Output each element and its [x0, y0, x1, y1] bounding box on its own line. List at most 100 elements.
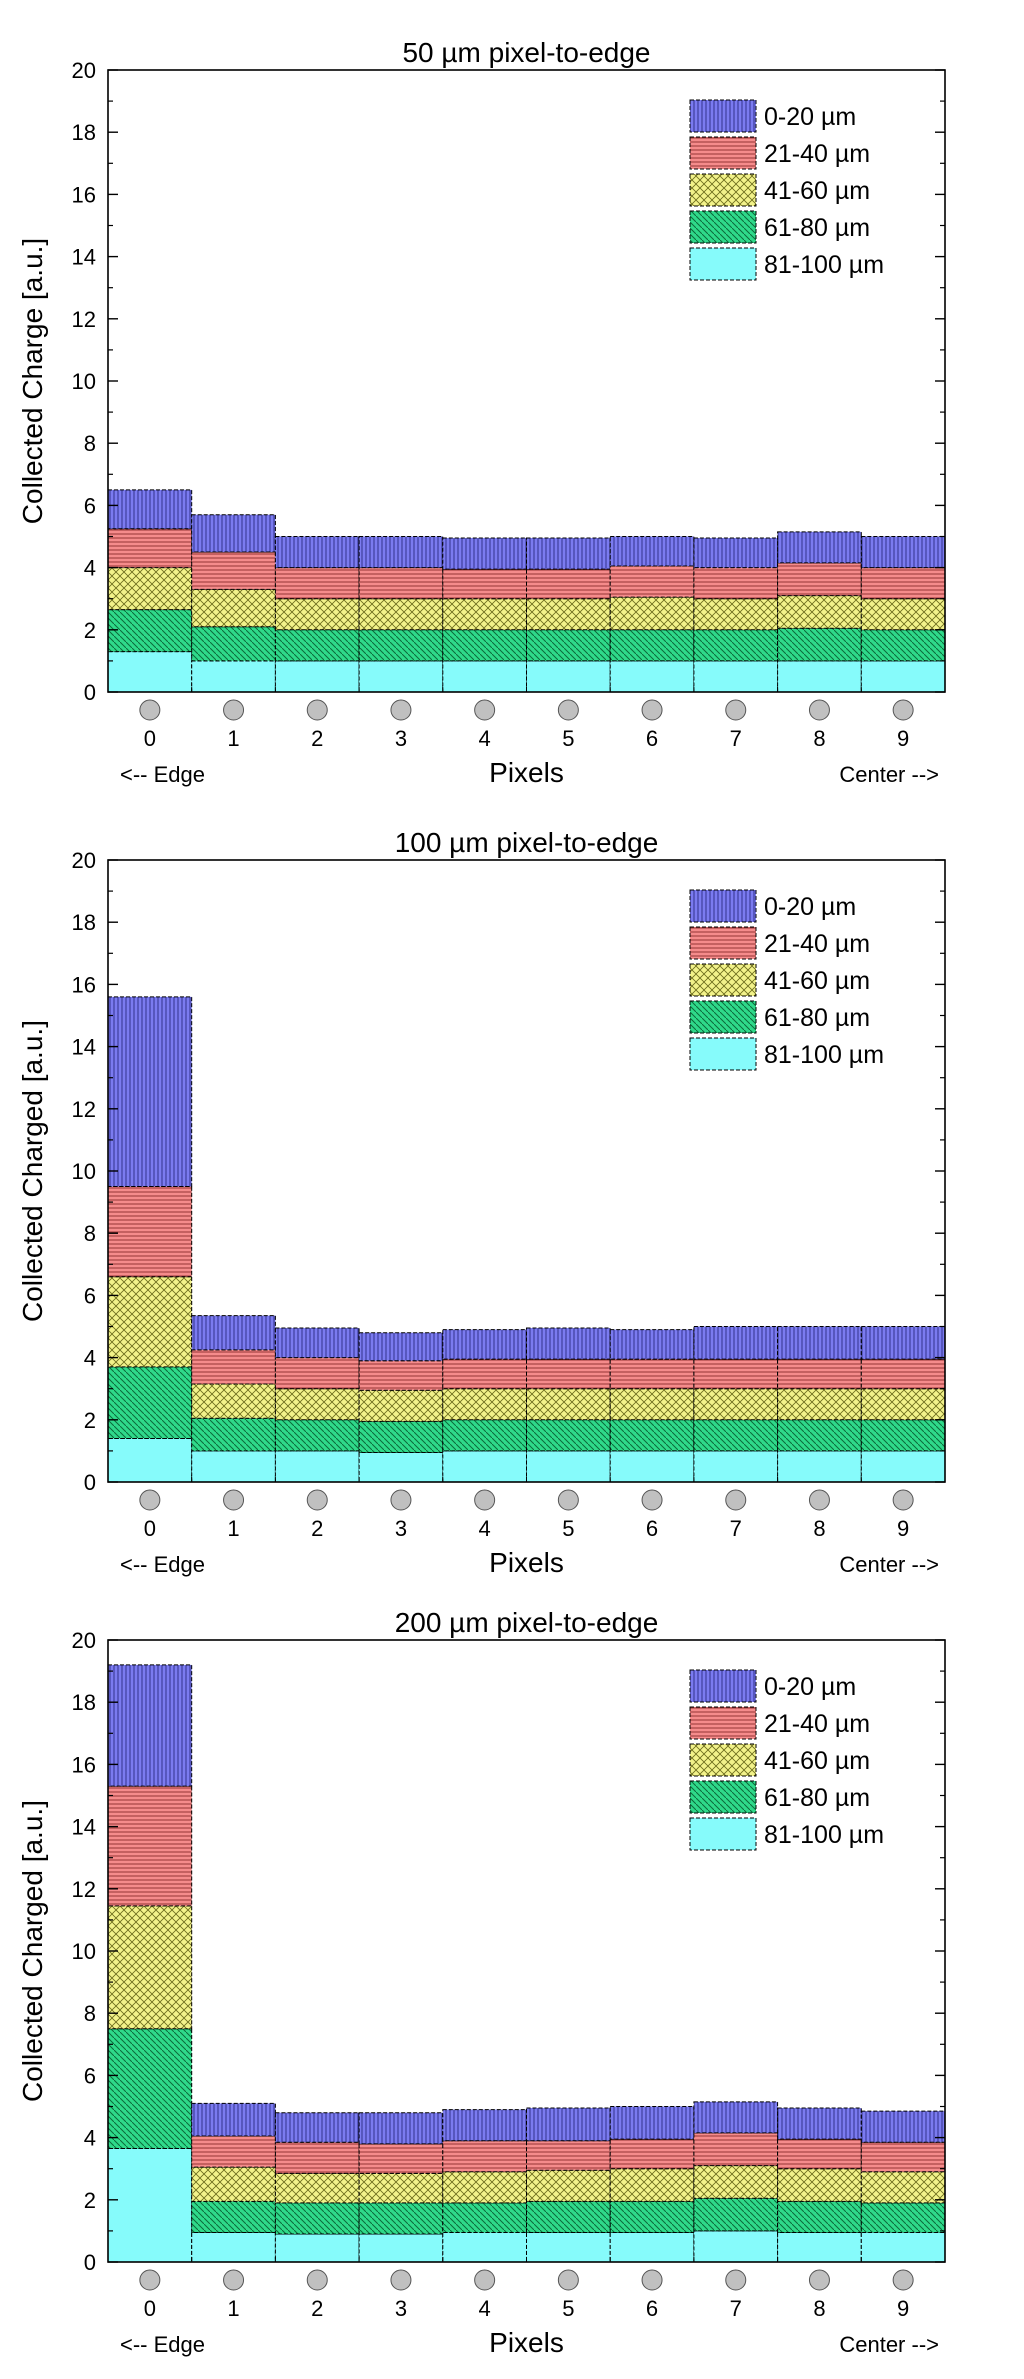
legend-label: 0-20 µm [764, 103, 856, 131]
bar-segment [442, 2231, 527, 2263]
bar-segment [274, 2202, 360, 2235]
bar-segment [860, 2202, 946, 2233]
bar-segment [526, 660, 611, 693]
bar-segment [777, 1326, 862, 1360]
bar-segment [526, 2169, 611, 2202]
bar-segment [358, 1332, 444, 1362]
x-tick-label: 2 [311, 2296, 323, 2321]
legend-swatch [689, 136, 757, 170]
bar-segment [442, 1450, 527, 1483]
bar-segment [191, 588, 276, 628]
y-tick-label: 20 [72, 58, 96, 83]
pixel-marker [223, 699, 245, 721]
y-tick-label: 0 [84, 2250, 96, 2275]
pixel-marker [390, 699, 412, 721]
bar-segment [609, 1329, 695, 1360]
chart-panel-50um: 50 µm pixel-to-edge 0 2 4 6 8 10 12 14 16 18 20 0 1 2 3… [0, 0, 1024, 790]
x-tick-label: 6 [646, 2296, 658, 2321]
bar-segment [777, 595, 862, 629]
y-tick-label: 0 [84, 680, 96, 705]
bar-segment [107, 2028, 193, 2149]
bar-segment [777, 660, 862, 693]
pixel-marker [557, 1489, 579, 1511]
bar-segment [358, 567, 444, 600]
bar-segment [358, 660, 444, 693]
pixel-marker [892, 699, 914, 721]
bar-segment [693, 1419, 779, 1452]
legend-label: 21-40 µm [764, 930, 870, 958]
pixel-marker [808, 2269, 830, 2291]
bar-segment [107, 1276, 193, 1368]
bar-segment [274, 2233, 360, 2263]
x-tick-label: 4 [479, 726, 491, 751]
legend-swatch [689, 1000, 757, 1034]
bar-segment [191, 660, 276, 693]
bar-segment [274, 2112, 360, 2143]
legend-label: 41-60 µm [764, 1747, 870, 1775]
bar-segment [358, 629, 444, 662]
bar-segment [777, 1388, 862, 1421]
legend-label: 61-80 µm [764, 1004, 870, 1032]
bar-segment [107, 996, 193, 1188]
pixel-marker [557, 2269, 579, 2291]
legend-swatch [689, 889, 757, 923]
legend-swatch [689, 173, 757, 207]
bar-segment [693, 567, 779, 600]
bar-segment [191, 2135, 276, 2168]
bar-segment [609, 2138, 695, 2170]
y-tick-label: 20 [72, 1628, 96, 1653]
legend-label: 61-80 µm [764, 214, 870, 242]
bar-segment [274, 1327, 360, 1359]
bar-segment [777, 1358, 862, 1390]
x-tick-label: 8 [813, 1516, 825, 1541]
legend-label: 61-80 µm [764, 1784, 870, 1812]
bar-segment [358, 1451, 444, 1483]
pixel-marker [808, 699, 830, 721]
bar-segment [777, 562, 862, 597]
y-tick-label: 6 [84, 1283, 96, 1308]
pixel-marker [139, 2269, 161, 2291]
y-tick-label: 12 [72, 307, 96, 332]
y-tick-label: 6 [84, 2063, 96, 2088]
bar-segment [609, 1358, 695, 1390]
pixel-marker [557, 699, 579, 721]
legend-label: 81-100 µm [764, 251, 884, 279]
bar-segment [777, 2168, 862, 2202]
y-tick-label: 0 [84, 1470, 96, 1495]
bar-segment [693, 1326, 779, 1360]
x-tick-label: 5 [562, 726, 574, 751]
x-axis-label: Pixels [489, 1547, 564, 1578]
bar-segment [442, 537, 527, 570]
y-axis-label: Collected Charge [a.u.] [17, 238, 48, 524]
pixel-marker [306, 2269, 328, 2291]
bar-segment [107, 489, 193, 530]
x-tick-label: 6 [646, 726, 658, 751]
bar-segment [107, 609, 193, 653]
bar-segment [191, 1349, 276, 1385]
bar-segment [442, 2202, 527, 2233]
bar-segment [860, 567, 946, 600]
bar-segment [191, 514, 276, 553]
bar-segment [693, 598, 779, 631]
bar-segment [860, 1326, 946, 1360]
y-tick-label: 2 [84, 1408, 96, 1433]
x-tick-label: 4 [479, 2296, 491, 2321]
bar-segment [191, 626, 276, 662]
bar-segment [358, 2202, 444, 2235]
pixel-marker [892, 1489, 914, 1511]
legend-label: 21-40 µm [764, 140, 870, 168]
bar-segment [693, 537, 779, 569]
y-tick-label: 2 [84, 2188, 96, 2213]
bar-segment [860, 1450, 946, 1483]
bar-segment [609, 660, 695, 693]
center-note: Center --> [839, 2332, 939, 2357]
bar-segment [526, 1419, 611, 1452]
bar-segment [107, 1664, 193, 1787]
bar-segment [693, 2197, 779, 2232]
y-tick-label: 12 [72, 1097, 96, 1122]
bar-segment [693, 2230, 779, 2263]
bar-segment [526, 2200, 611, 2233]
bar-segment [442, 2109, 527, 2142]
bar-segment [860, 2141, 946, 2173]
